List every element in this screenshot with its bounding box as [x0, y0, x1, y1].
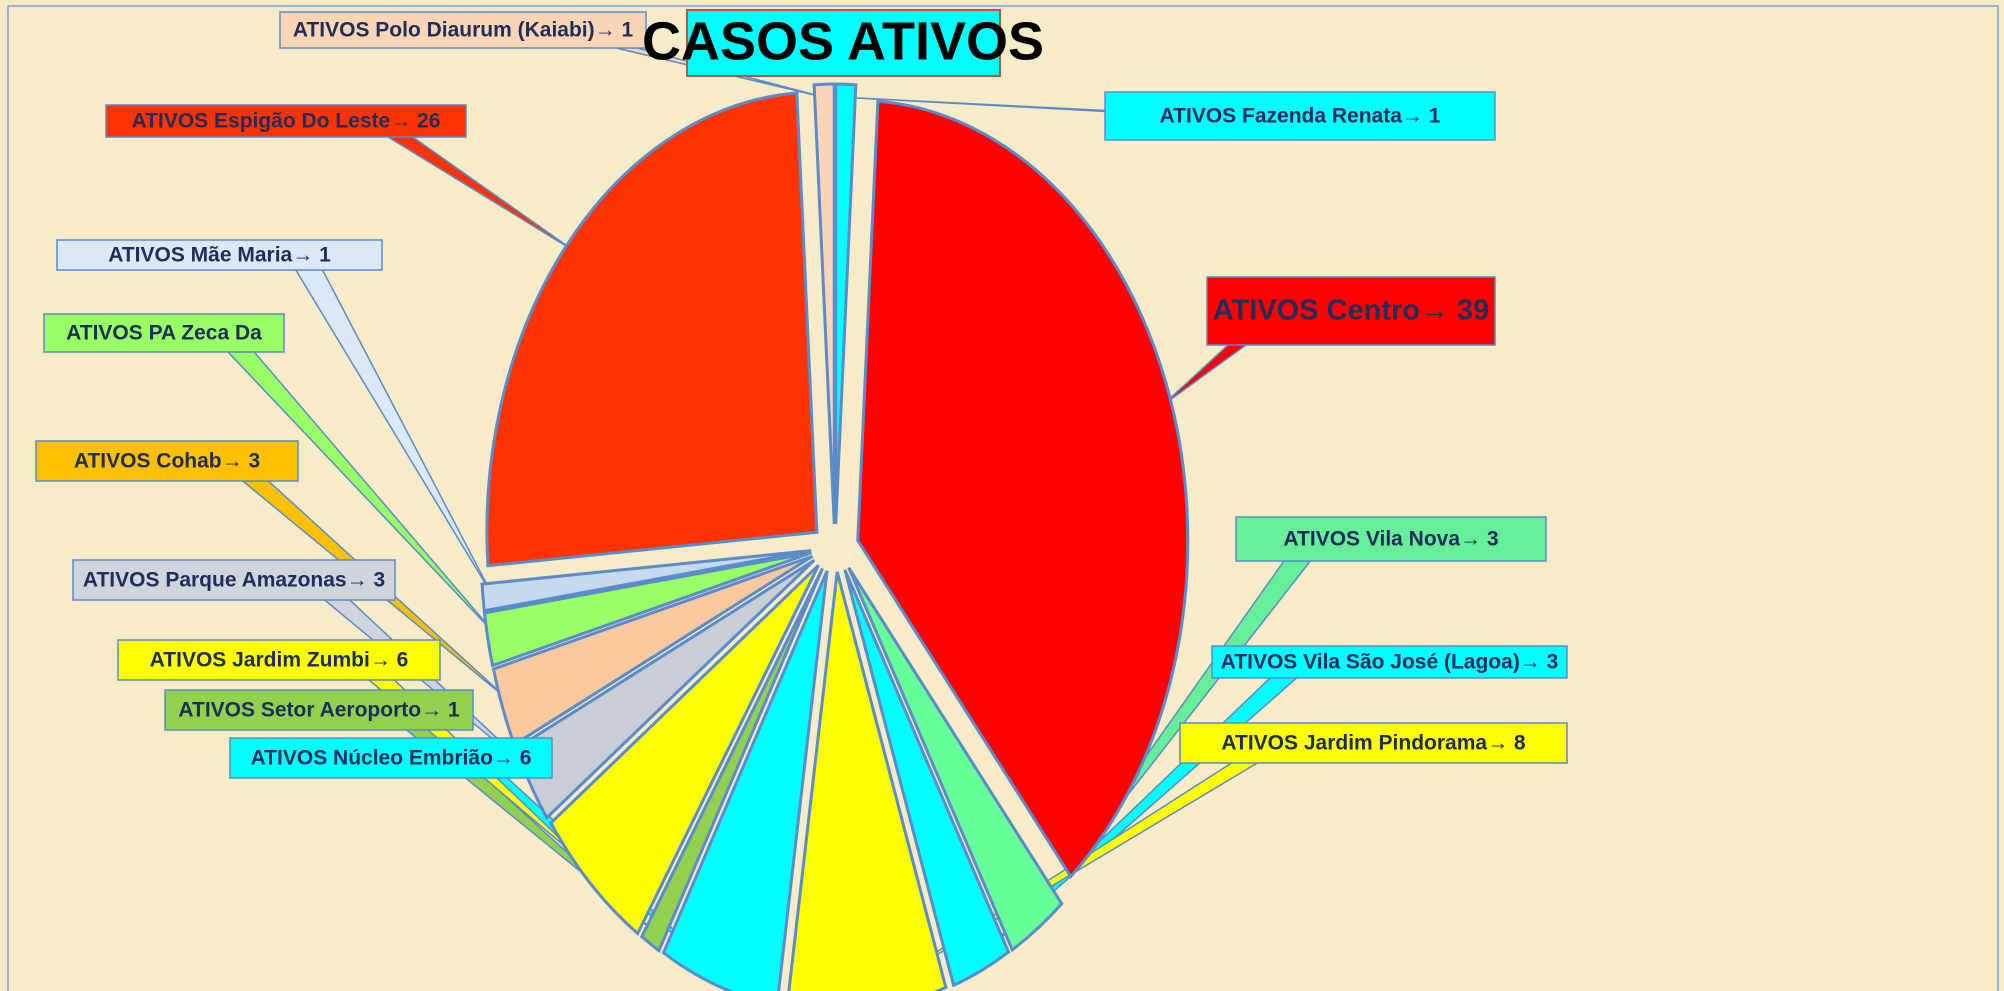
label-box: [72, 559, 396, 601]
slice-label: ATIVOS Cohab→ 3: [74, 450, 260, 473]
frame: [7, 5, 1999, 991]
chart-title: CASOS ATIVOS: [642, 11, 1044, 71]
slice-label: ATIVOS Vila Nova→ 3: [1283, 528, 1498, 551]
slice-label: ATIVOS Jardim Zumbi→ 6: [150, 649, 409, 672]
slice-label: ATIVOS Centro→ 39: [1213, 295, 1490, 327]
pie-slice: [812, 82, 836, 525]
slice-label: ATIVOS Vila São José (Lagoa)→ 3: [1221, 651, 1559, 674]
slice-label: ATIVOS Polo Diaurum (Kaiabi)→ 1: [293, 19, 634, 42]
label-box: [56, 239, 383, 271]
slice-label: ATIVOS Mãe Maria→ 1: [108, 244, 331, 267]
label-box: [1235, 516, 1547, 562]
label-box: [35, 440, 299, 482]
label-box: [229, 737, 553, 779]
title-box: [686, 9, 1001, 77]
slice-label: ATIVOS Núcleo Embrião→ 6: [251, 747, 532, 770]
pie-slice: [661, 570, 829, 991]
label-box: [279, 11, 647, 49]
pie-slice: [787, 571, 948, 991]
label-box: [1206, 276, 1496, 346]
label-box: [1179, 722, 1568, 764]
pie-slice: [639, 567, 824, 953]
slice-label: ATIVOS Jardim Pindorama→ 8: [1221, 732, 1526, 755]
pie-slice: [856, 99, 1190, 880]
pie-slice: [485, 91, 819, 568]
slice-label: ATIVOS Fazenda Renata→ 1: [1160, 105, 1441, 128]
slice-label: ATIVOS Parque Amazonas→ 3: [83, 569, 385, 592]
label-box: [43, 313, 285, 353]
label-box: [164, 689, 474, 731]
slice-label: ATIVOS Espigão Do Leste→ 26: [132, 110, 441, 133]
pie-slice: [847, 566, 1064, 953]
pie-slice: [480, 549, 812, 613]
pie-slice: [548, 564, 820, 936]
label-box: [1104, 91, 1496, 141]
label-box: [1211, 645, 1568, 679]
label-box: [117, 639, 441, 681]
pie-slice: [482, 551, 812, 668]
slice-label: ATIVOS Setor Aeroporto→ 1: [178, 699, 460, 722]
label-box: [105, 104, 467, 138]
pie-slice: [843, 569, 1011, 988]
slice-label: ATIVOS PA Zeca Da: [66, 322, 262, 345]
